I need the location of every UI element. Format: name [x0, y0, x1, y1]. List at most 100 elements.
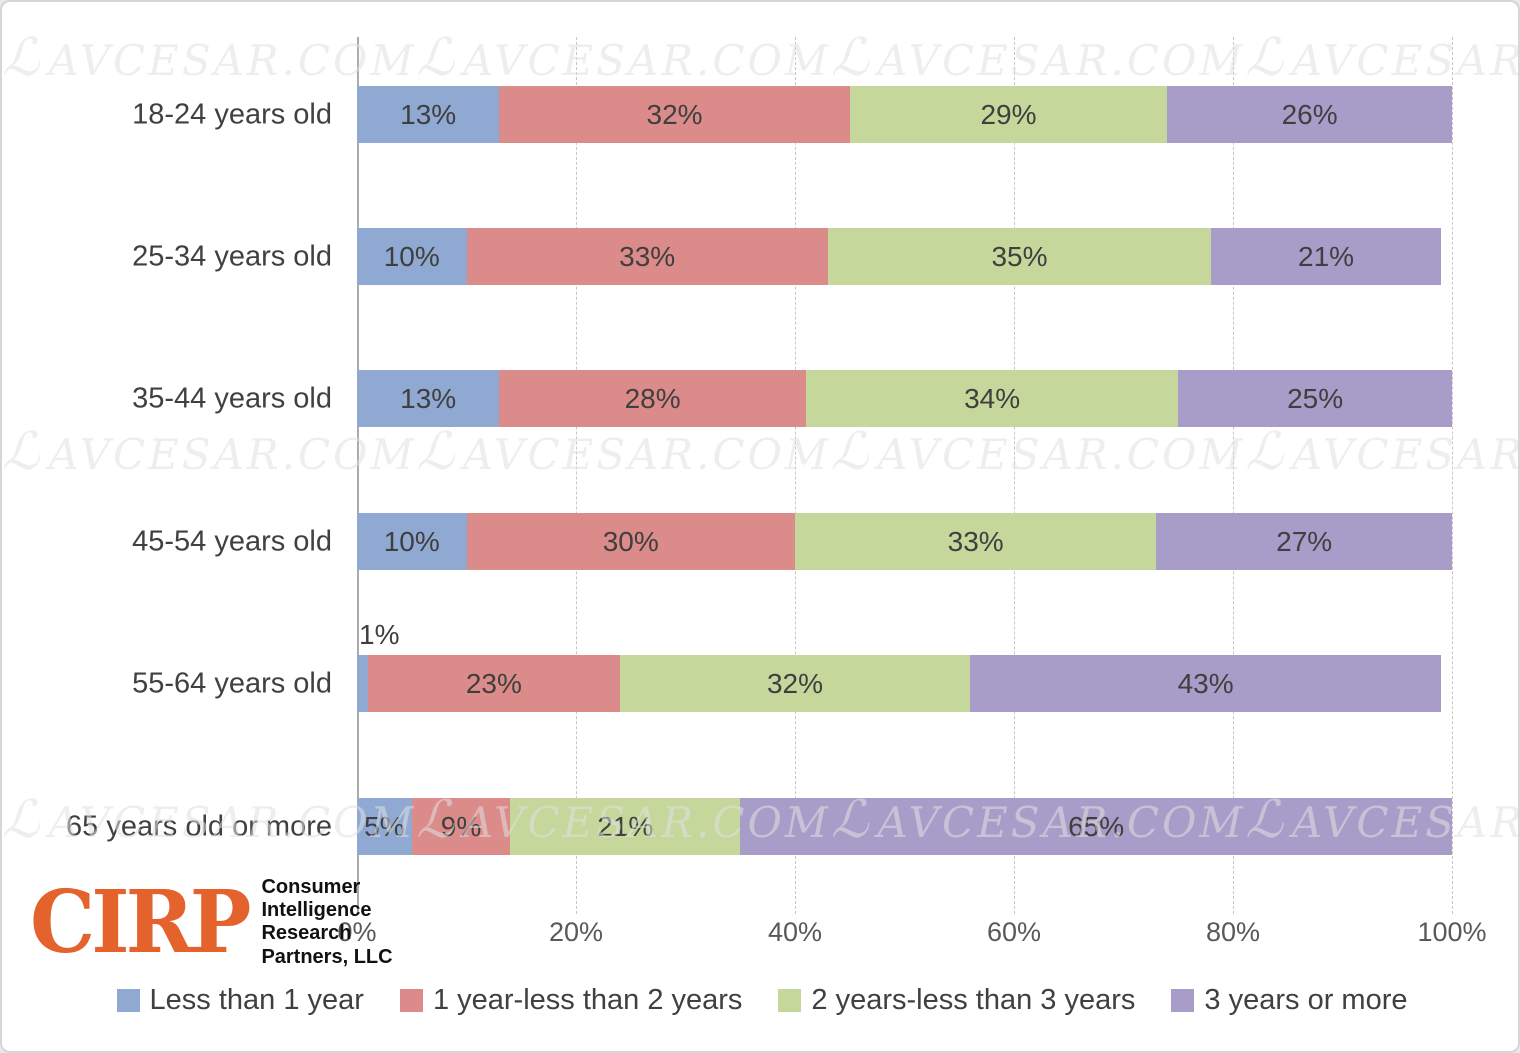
cirp-logo-text-line: Consumer: [261, 876, 361, 898]
data-label: 34%: [964, 382, 1021, 414]
bar-segment: 21%: [1211, 228, 1442, 285]
bar-segment: 25%: [1178, 370, 1452, 427]
data-label: 30%: [602, 525, 659, 557]
bar-segment: 65%: [740, 798, 1452, 855]
bar-segment: 28%: [499, 370, 806, 427]
bar-row: 13% 32% 29% 26%: [357, 86, 1452, 143]
category-label: 25-34 years old: [132, 240, 332, 272]
vertical-gridline: [576, 37, 577, 914]
data-label: 33%: [947, 525, 1004, 557]
bar-segment: 9%: [411, 798, 511, 855]
data-label: 43%: [1177, 667, 1234, 699]
cirp-logo-text: Consumer Intelligence Research Partners, LL…: [261, 876, 392, 969]
data-label: 32%: [646, 98, 703, 130]
bar-segment: 27%: [1156, 513, 1452, 570]
data-label: 23%: [465, 667, 522, 699]
data-label: 28%: [624, 382, 681, 414]
data-label: 25%: [1287, 382, 1344, 414]
category-label: 65 years old or more: [66, 810, 332, 842]
x-axis-tick-label: 0%: [337, 917, 377, 947]
bar-segment: 26%: [1167, 86, 1452, 143]
legend-label: 3 years or more: [1204, 984, 1408, 1016]
bar-segment: 29%: [849, 86, 1168, 143]
data-label: 10%: [383, 240, 440, 272]
cirp-logo: CIRP Consumer Intelligence Research Partner…: [30, 870, 393, 973]
legend-label: 2 years-less than 3 years: [811, 984, 1136, 1016]
bar-segment: 33%: [795, 513, 1157, 570]
data-label: 10%: [383, 525, 440, 557]
data-label: 13%: [400, 98, 457, 130]
legend-item: 3 years or more: [1171, 984, 1407, 1017]
x-axis-tick-label: 80%: [1205, 917, 1261, 947]
data-label: 26%: [1281, 98, 1338, 130]
bar-row: 23% 32% 43%: [357, 655, 1452, 712]
cirp-logo-text-line: Research: [261, 922, 352, 945]
legend-label: Less than 1 year: [149, 984, 364, 1016]
y-axis-line: [357, 37, 359, 914]
bar-segment: 35%: [827, 228, 1212, 285]
category-label: 45-54 years old: [132, 525, 332, 557]
data-label: 35%: [991, 240, 1048, 272]
vertical-gridline: [1233, 37, 1234, 914]
bar-row: 5% 9% 21% 65%: [357, 798, 1452, 855]
bar-segment: 33%: [466, 228, 828, 285]
chart-legend: Less than 1 year 1 year-less than 2 years…: [2, 984, 1518, 1017]
legend-item: Less than 1 year: [116, 984, 364, 1017]
bar-segment: 43%: [970, 655, 1442, 712]
bar-segment: [357, 655, 368, 712]
data-label: 13%: [400, 382, 457, 414]
x-axis-tick-label: 40%: [767, 917, 823, 947]
data-label: 5%: [364, 810, 405, 842]
data-label: 32%: [766, 667, 823, 699]
bar-segment: 5%: [357, 798, 412, 855]
cirp-logo-acronym: CIRP: [30, 872, 251, 973]
data-label: 29%: [980, 98, 1037, 130]
category-label: 55-64 years old: [132, 667, 332, 699]
vertical-gridline: [795, 37, 796, 914]
category-label: 35-44 years old: [132, 382, 332, 414]
data-label: 21%: [597, 810, 654, 842]
x-axis-tick-label: 100%: [1417, 917, 1487, 947]
x-axis-tick-label: 60%: [986, 917, 1042, 947]
bar-segment: 30%: [466, 513, 795, 570]
bar-segment: 23%: [367, 655, 620, 712]
x-axis-tick-label: 20%: [548, 917, 604, 947]
data-label: 21%: [1298, 240, 1355, 272]
data-label: 65%: [1068, 810, 1125, 842]
legend-swatch-icon: [778, 989, 802, 1012]
bar-segment: 34%: [805, 370, 1179, 427]
bar-segment: 10%: [357, 513, 467, 570]
legend-item: 1 year-less than 2 years: [399, 984, 743, 1017]
legend-label: 1 year-less than 2 years: [432, 984, 743, 1016]
legend-swatch-icon: [1171, 989, 1195, 1012]
bar-row: 10% 33% 35% 21%: [357, 228, 1452, 285]
legend-swatch-icon: [399, 989, 423, 1012]
bar-segment: 10%: [357, 228, 467, 285]
cirp-logo-text-line: Intelligence: [261, 899, 372, 922]
legend-swatch-icon: [116, 989, 140, 1012]
bar-segment: 13%: [357, 86, 500, 143]
vertical-gridline: [1014, 37, 1015, 914]
data-label: 33%: [619, 240, 676, 272]
bar-segment: 32%: [619, 655, 971, 712]
vertical-gridline: [1452, 37, 1453, 914]
legend-item: 2 years-less than 3 years: [778, 984, 1135, 1017]
bar-segment: 21%: [510, 798, 741, 855]
data-label: 9%: [440, 810, 482, 842]
watermark-row: ℒ AVCESAR.COM ℒ AVCESAR.COM ℒ AVCESAR.COM ℒ AVC…: [2, 422, 1518, 482]
cirp-logo-text-line: Partners, LLC: [261, 945, 393, 968]
bar-row: 10% 30% 33% 27%: [357, 513, 1452, 570]
bar-segment: 13%: [357, 370, 500, 427]
data-label: 27%: [1276, 525, 1333, 557]
category-label: 18-24 years old: [132, 98, 332, 130]
data-label-outside: 1%: [359, 619, 400, 650]
bar-row: 13% 28% 34% 25%: [357, 370, 1452, 427]
